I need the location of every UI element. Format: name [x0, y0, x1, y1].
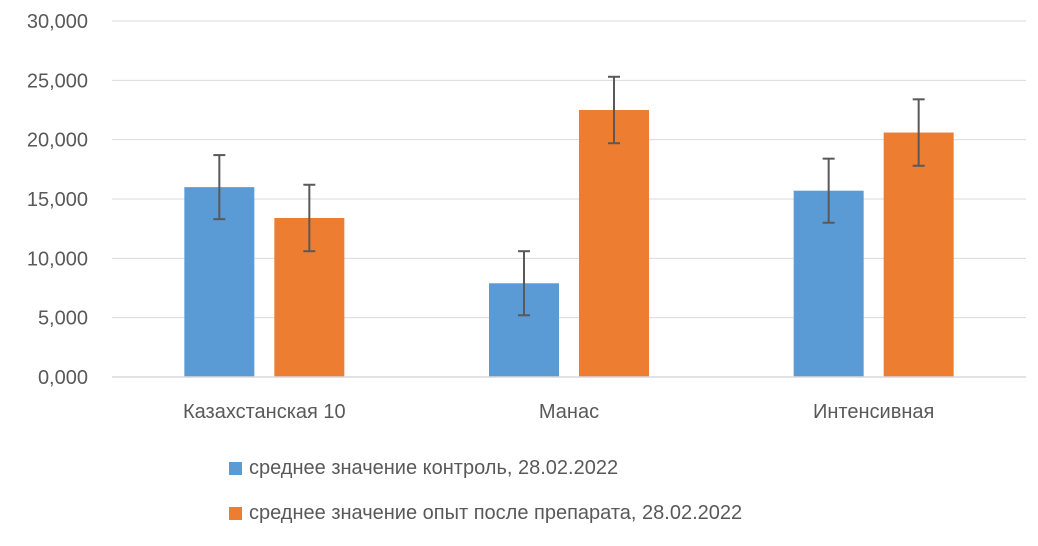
bar-experiment: [579, 110, 649, 377]
legend-item-experiment: среднее значение опыт после препарата, 2…: [229, 501, 742, 525]
y-tick-label: 0,000: [38, 367, 88, 389]
gridlines: [112, 20, 1026, 319]
error-bar: [303, 183, 316, 253]
x-category-label: Казахстанская 10: [183, 401, 346, 423]
error-bar: [912, 98, 925, 167]
legend-label-experiment: среднее значение опыт после препарата, 2…: [249, 501, 743, 524]
error-bar: [608, 75, 620, 145]
error-bar: [822, 157, 835, 224]
bars: [184, 110, 954, 377]
legend-label-control: среднее значение контроль, 28.02.2022: [249, 456, 619, 479]
y-tick-label: 25,000: [27, 70, 88, 92]
x-category-label: Интенсивная: [813, 401, 934, 423]
bar-chart: 0,000 5,000 10,000 15,000 20,000 25,000 30,000…: [27, 11, 1026, 423]
y-tick-label: 15,000: [27, 189, 88, 211]
legend-swatch-experiment: [229, 506, 242, 520]
legend-item-control: среднее значение контроль, 28.02.2022: [229, 456, 742, 480]
legend: среднее значение контроль, 28.02.2022 ср…: [229, 456, 742, 546]
bar-experiment: [883, 132, 954, 377]
error-bars: [213, 75, 925, 317]
y-tick-label: 10,000: [27, 248, 88, 270]
x-category-label: Манас: [539, 401, 599, 423]
y-tick-label: 5,000: [38, 308, 88, 330]
error-bar: [518, 250, 530, 317]
legend-swatch-control: [229, 461, 242, 475]
error-bar: [213, 154, 226, 221]
y-tick-label: 30,000: [27, 11, 88, 33]
y-tick-label: 20,000: [27, 130, 88, 152]
x-axis-category-labels: Казахстанская 10 Манас Интенсивная: [183, 401, 934, 423]
y-axis-tick-labels: 0,000 5,000 10,000 15,000 20,000 25,000 30,000: [27, 11, 88, 389]
